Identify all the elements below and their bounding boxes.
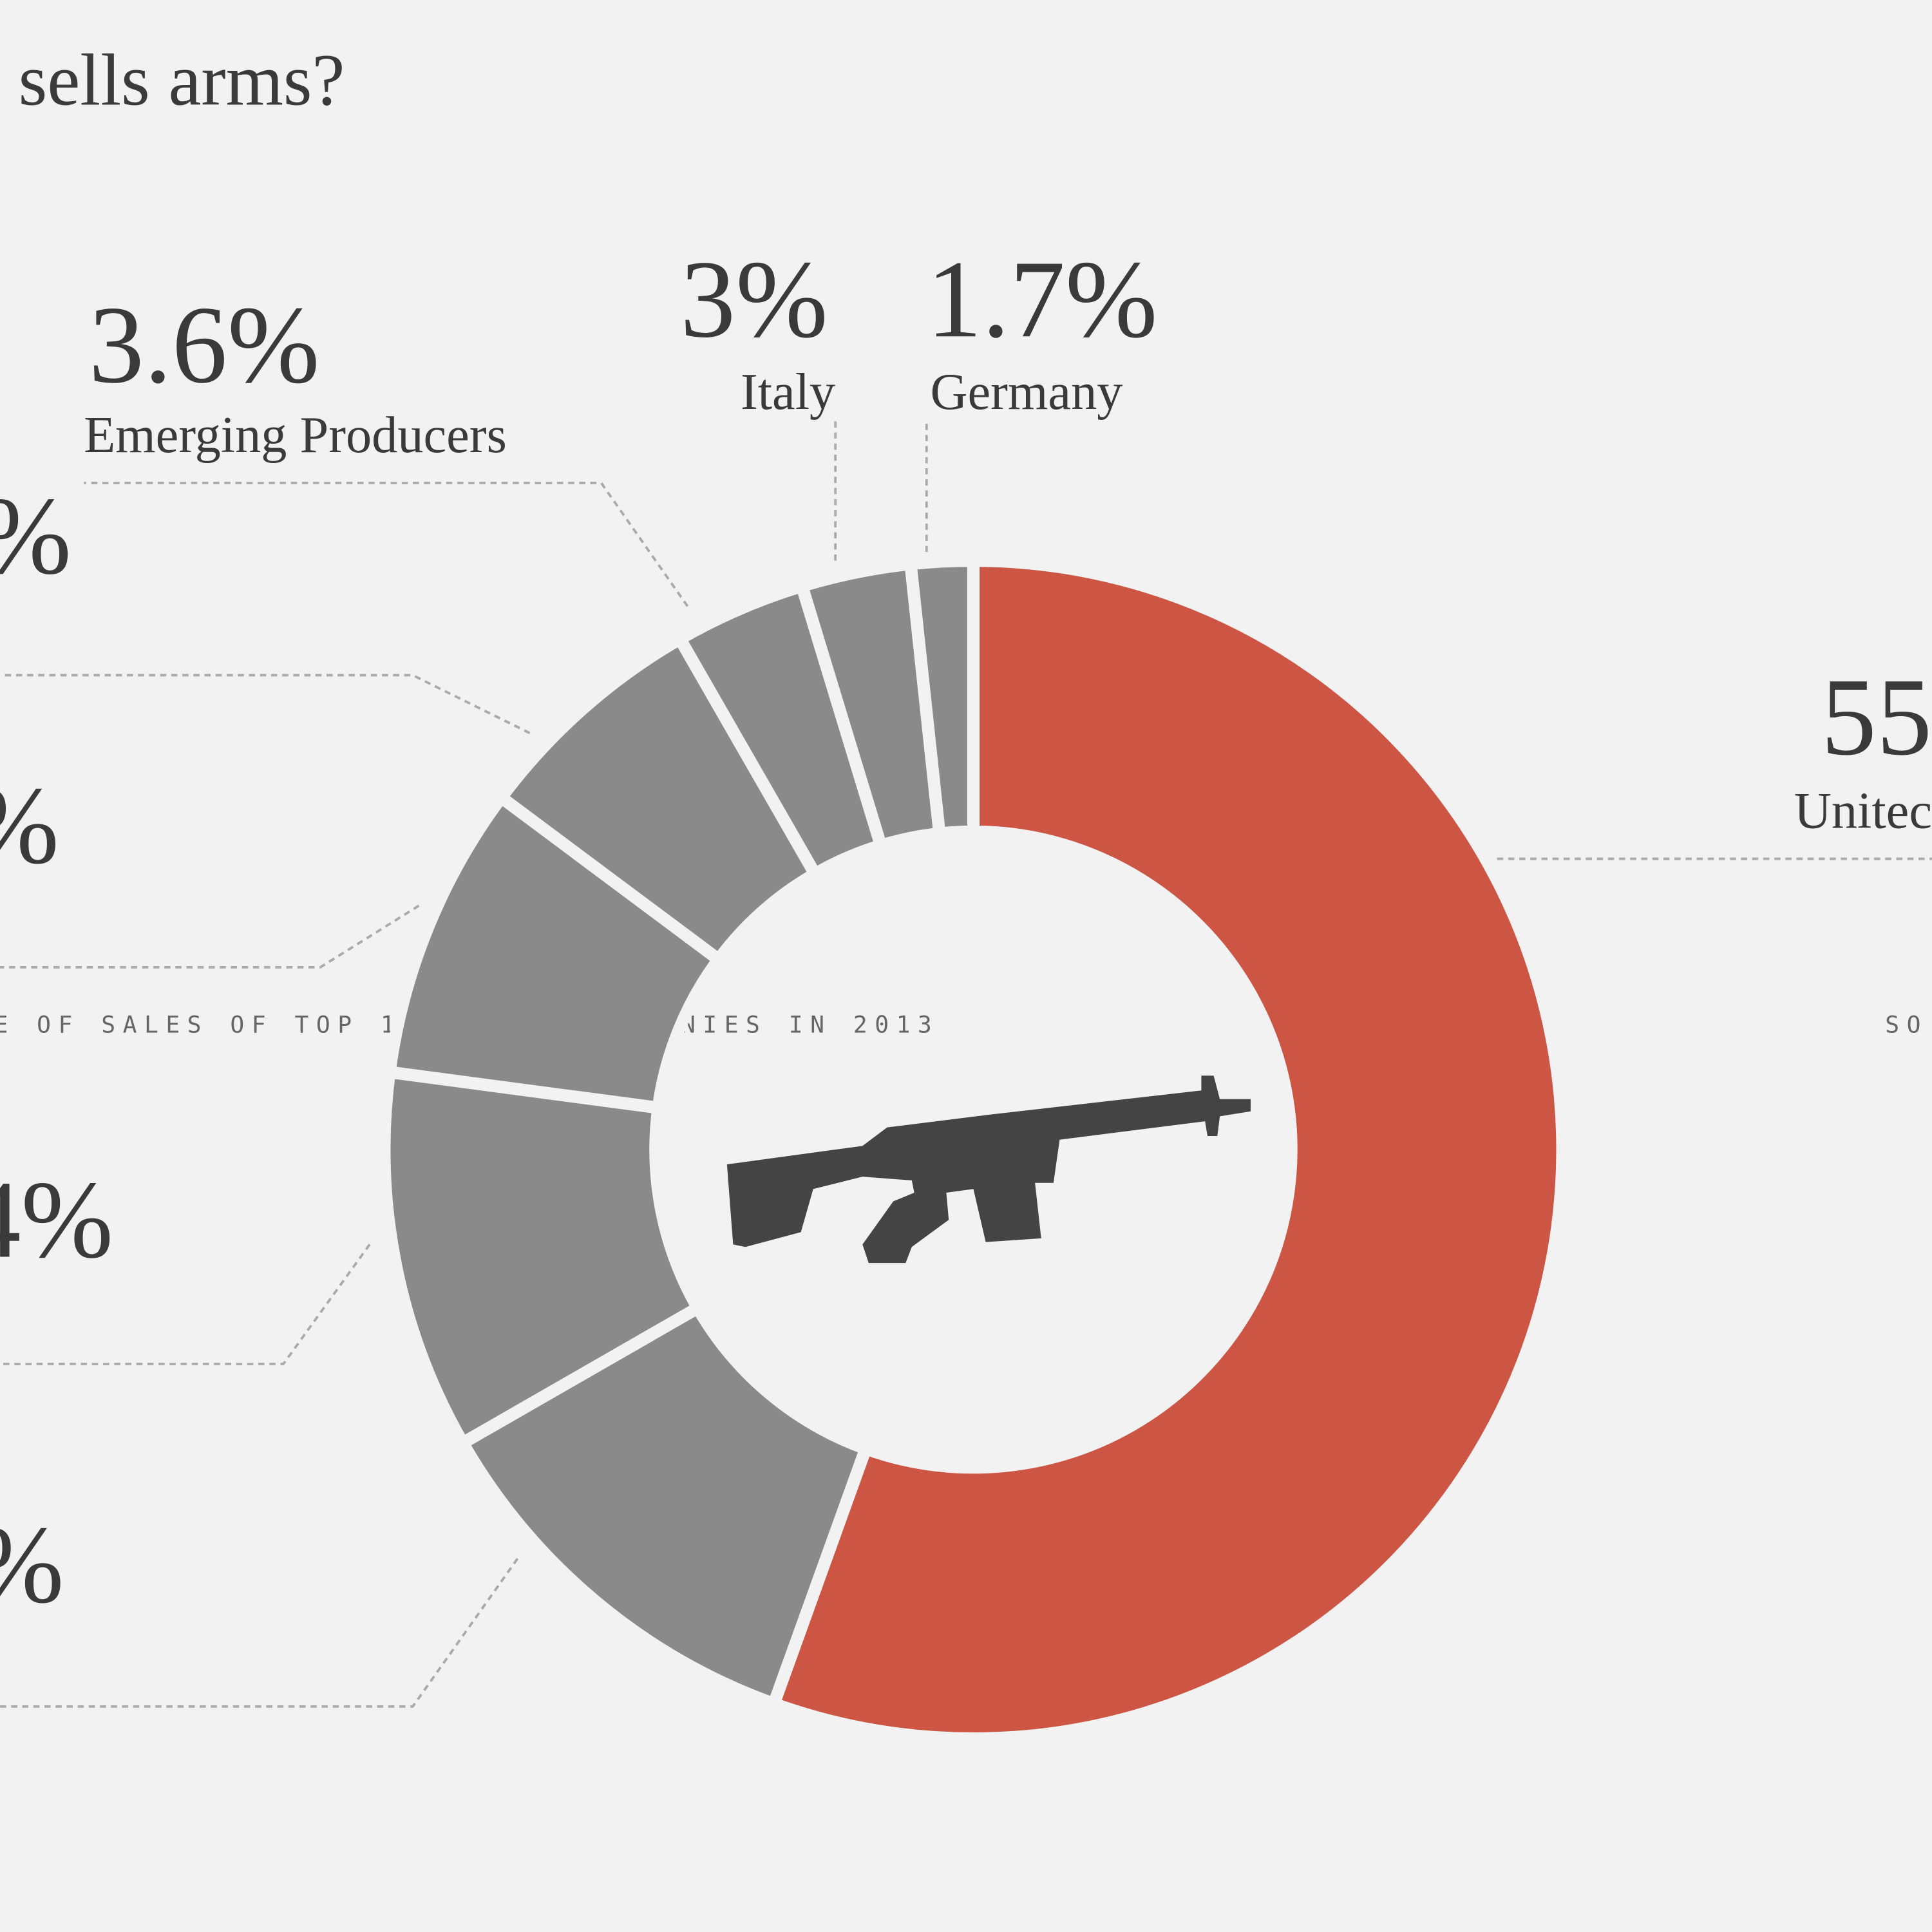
slice [383,788,728,1115]
source: SO [1885,1010,1928,1038]
category-label: Emerging Producers [84,406,507,464]
value-label: % [0,475,71,598]
value-label: 55 [1821,656,1932,779]
slice [904,554,980,840]
leader-line [0,1558,519,1708]
category-label: Italy [741,363,835,421]
category-label: Unitec [1794,782,1932,840]
value-label: % [0,764,59,887]
rifle-icon [726,1075,1251,1264]
value-label: % [0,1504,64,1626]
leader-line [0,904,420,969]
chart-title: sells arms? [19,39,345,121]
leader-line [84,482,689,607]
leader-lines [0,419,1932,1708]
category-label: Germany [931,363,1123,421]
slice [454,1299,874,1712]
donut [378,554,1569,1745]
value-label: 1.7% [927,238,1158,361]
slice [378,1065,706,1452]
value-label: 3% [680,238,828,361]
slice [766,554,1569,1745]
value-label: 4% [0,1159,113,1282]
leader-line [0,1244,371,1365]
value-label: 3.6% [89,284,320,406]
